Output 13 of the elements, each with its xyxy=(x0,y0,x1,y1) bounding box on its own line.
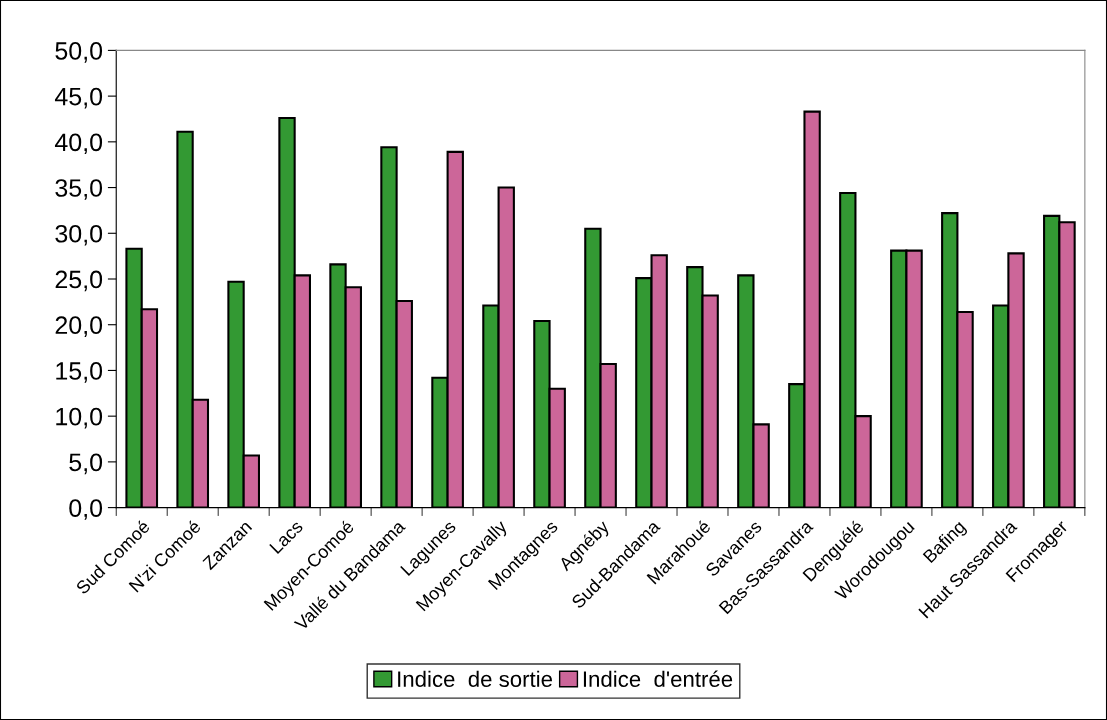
y-tick-label: 35,0 xyxy=(55,179,103,200)
y-tick-label: 15,0 xyxy=(56,362,103,383)
y-tick-label: 20,0 xyxy=(55,316,103,337)
y-tick-label: 0,0 xyxy=(69,499,103,520)
y-tick-label: 45,0 xyxy=(54,87,103,109)
y-tick-label: 25,0 xyxy=(55,270,103,292)
y-tick-label: 50,0 xyxy=(55,42,103,63)
legend-label: Indice d'entrée xyxy=(583,670,733,688)
legend-label: Indice de sortie xyxy=(398,670,552,688)
y-tick-label: 5,0 xyxy=(69,453,103,475)
y-tick-label: 30,0 xyxy=(55,224,103,246)
y-tick-label: 10,0 xyxy=(56,407,103,429)
y-tick-label: 40,0 xyxy=(54,133,103,155)
